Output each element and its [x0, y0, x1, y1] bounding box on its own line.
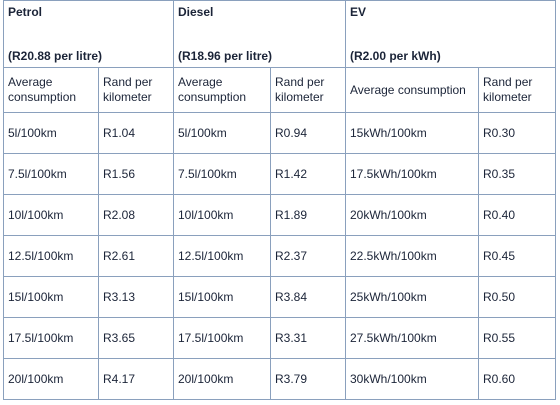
page: Petrol (R20.88 per litre) Diesel (R18.96 pe… — [3, 0, 556, 400]
data-cell: 7.5l/100km — [3, 153, 99, 195]
data-cell: R2.37 — [270, 235, 346, 277]
data-cell: R1.89 — [270, 194, 346, 236]
data-row: 17.5l/100km R3.65 17.5l/100km R3.31 27.5kWh/… — [3, 317, 556, 359]
data-cell: 5l/100km — [173, 112, 271, 154]
data-row: 7.5l/100km R1.56 7.5l/100km R1.42 17.5kWh/10… — [3, 153, 556, 195]
fuel-name: Petrol — [8, 5, 43, 19]
subheader-cell: Average consumption — [345, 67, 479, 113]
subheader-cell: Rand per kilometer — [478, 67, 556, 113]
data-cell: R3.65 — [98, 317, 174, 359]
data-row: 5l/100km R1.04 5l/100km R0.94 15kWh/100km R0.… — [3, 112, 556, 154]
data-cell: R0.60 — [478, 358, 556, 400]
group-header-cell: Diesel (R18.96 per litre) — [173, 0, 346, 68]
data-cell: 20kWh/100km — [345, 194, 479, 236]
fuel-price: (R18.96 per litre) — [178, 49, 273, 63]
data-cell: 25kWh/100km — [345, 276, 479, 318]
data-cell: 27.5kWh/100km — [345, 317, 479, 359]
data-cell: R0.94 — [270, 112, 346, 154]
group-header: Petrol (R20.88 per litre) — [5, 2, 173, 67]
fuel-name: EV — [350, 5, 367, 19]
data-cell: 7.5l/100km — [173, 153, 271, 195]
data-cell: 30kWh/100km — [345, 358, 479, 400]
data-cell: R0.45 — [478, 235, 556, 277]
data-cell: 20l/100km — [3, 358, 99, 400]
data-cell: 5l/100km — [3, 112, 99, 154]
fuel-name: Diesel — [178, 5, 214, 19]
data-row: 12.5l/100km R2.61 12.5l/100km R2.37 22.5kWh/… — [3, 235, 556, 277]
fuel-price: (R2.00 per kWh) — [350, 49, 441, 63]
data-cell: R0.50 — [478, 276, 556, 318]
data-cell: 22.5kWh/100km — [345, 235, 479, 277]
data-cell: 20l/100km — [173, 358, 271, 400]
data-cell: R0.30 — [478, 112, 556, 154]
subheader-cell: Rand per kilometer — [98, 67, 174, 113]
data-cell: R4.17 — [98, 358, 174, 400]
data-cell: 17.5l/100km — [3, 317, 99, 359]
data-cell: 17.5l/100km — [173, 317, 271, 359]
data-row: 10l/100km R2.08 10l/100km R1.89 20kWh/100km R… — [3, 194, 556, 236]
data-cell: 15kWh/100km — [345, 112, 479, 154]
subheader-cell: Average consumption — [173, 67, 271, 113]
data-row: 20l/100km R4.17 20l/100km R3.79 30kWh/100km R… — [3, 358, 556, 400]
data-cell: R3.79 — [270, 358, 346, 400]
data-cell: 17.5kWh/100km — [345, 153, 479, 195]
data-cell: R1.04 — [98, 112, 174, 154]
fuel-cost-table: Petrol (R20.88 per litre) Diesel (R18.96 pe… — [3, 0, 556, 400]
data-cell: R3.84 — [270, 276, 346, 318]
data-cell: 12.5l/100km — [3, 235, 99, 277]
data-cell: 12.5l/100km — [173, 235, 271, 277]
data-cell: R1.42 — [270, 153, 346, 195]
fuel-price: (R20.88 per litre) — [8, 49, 103, 63]
data-cell: 15l/100km — [173, 276, 271, 318]
subheader-cell: Average consumption — [3, 67, 99, 113]
group-header: EV (R2.00 per kWh) — [347, 2, 555, 67]
data-cell: R3.31 — [270, 317, 346, 359]
data-cell: R0.55 — [478, 317, 556, 359]
data-cell: R3.13 — [98, 276, 174, 318]
data-row: 15l/100km R3.13 15l/100km R3.84 25kWh/100km R… — [3, 276, 556, 318]
data-cell: R0.40 — [478, 194, 556, 236]
data-cell: R1.56 — [98, 153, 174, 195]
group-header-cell: Petrol (R20.88 per litre) — [3, 0, 174, 68]
data-cell: 10l/100km — [173, 194, 271, 236]
group-header: Diesel (R18.96 per litre) — [175, 2, 345, 67]
data-cell: R2.61 — [98, 235, 174, 277]
data-cell: 10l/100km — [3, 194, 99, 236]
data-cell: R0.35 — [478, 153, 556, 195]
subheader-cell: Rand per kilometer — [270, 67, 346, 113]
data-cell: R2.08 — [98, 194, 174, 236]
subheader-row: Average consumption Rand per kilometer Ave… — [3, 67, 556, 113]
data-cell: 15l/100km — [3, 276, 99, 318]
group-header-row: Petrol (R20.88 per litre) Diesel (R18.96 pe… — [3, 0, 556, 68]
group-header-cell: EV (R2.00 per kWh) — [345, 0, 556, 68]
